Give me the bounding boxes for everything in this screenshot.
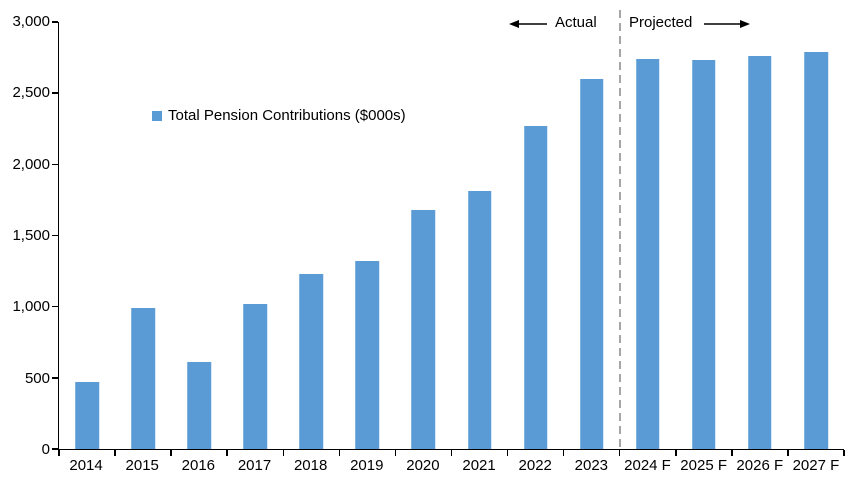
x-tick-label: 2019	[350, 457, 384, 474]
y-tick-label: 3,000	[12, 13, 50, 30]
y-tick-mark	[52, 234, 58, 237]
bar-2016	[187, 362, 211, 449]
x-tick-label: 2027 F	[792, 457, 840, 474]
x-tick-mark	[787, 450, 789, 456]
y-tick-label: 0	[41, 441, 50, 458]
x-tick-mark	[843, 450, 845, 456]
x-tick-label: 2025 F	[680, 457, 727, 474]
x-tick-label: 2018	[293, 457, 328, 474]
x-tick-label: 2023	[574, 457, 609, 474]
legend-swatch-icon	[152, 110, 162, 121]
x-tick-mark	[282, 450, 285, 456]
y-tick-mark	[52, 163, 58, 166]
bar-2022	[523, 125, 548, 449]
x-tick-label: 2022	[518, 457, 552, 474]
x-tick-mark	[226, 450, 228, 456]
x-tick-mark	[58, 450, 60, 456]
arrow-left-icon	[509, 17, 547, 35]
x-axis-labels: 2014 2015 2016 2017 2018 2019 2020 2021 2022 2023…	[58, 457, 844, 477]
bar-2015	[131, 308, 155, 449]
y-tick-mark	[52, 305, 58, 308]
x-tick-mark	[394, 450, 397, 456]
x-tick-mark	[731, 450, 733, 456]
x-tick-mark	[506, 450, 509, 456]
actual-projected-divider-line	[618, 10, 621, 449]
y-tick-label: 2,000	[12, 155, 50, 173]
x-tick-label: 2021	[462, 457, 496, 474]
bar-2027-f	[804, 51, 828, 449]
x-tick-mark	[562, 450, 565, 456]
x-tick-mark	[675, 450, 677, 456]
projected-label: Projected	[629, 14, 693, 31]
y-tick-label: 2,500	[12, 84, 50, 102]
bar-2026-f	[748, 56, 772, 449]
y-axis-labels: 0 500 1,000 1,500 2,000 2,500 3,000	[0, 14, 50, 458]
y-tick-label: 1,500	[12, 227, 50, 244]
bar-2025-f	[692, 60, 716, 449]
actual-label: Actual	[555, 14, 597, 31]
bar-2018	[299, 273, 324, 449]
bar-2019	[355, 261, 380, 449]
x-tick-label: 2017	[237, 457, 272, 474]
x-tick-mark	[338, 450, 341, 456]
bar-2014	[75, 382, 99, 449]
x-tick-mark	[618, 450, 621, 456]
x-tick-label: 2026 F	[736, 457, 784, 474]
x-tick-mark	[114, 450, 116, 456]
plot-area	[52, 10, 845, 456]
x-tick-mark	[170, 450, 172, 456]
bar-2021	[467, 191, 492, 449]
x-tick-label: 2014	[69, 457, 103, 474]
y-tick-label: 1,000	[12, 298, 50, 316]
legend: Total Pension Contributions ($000s)	[152, 107, 406, 124]
x-tick-label: 2020	[406, 457, 440, 474]
y-tick-mark	[52, 448, 58, 450]
bar-2023	[579, 78, 604, 449]
bar-2020	[411, 209, 436, 449]
bar-2024-f	[635, 59, 660, 449]
x-tick-mark	[450, 450, 453, 456]
y-tick-mark	[52, 377, 58, 379]
legend-label: Total Pension Contributions ($000s)	[168, 107, 406, 124]
x-tick-label: 2024 F	[624, 457, 671, 474]
x-tick-label: 2015	[125, 457, 159, 474]
y-tick-mark	[52, 92, 58, 94]
x-tick-label: 2016	[181, 457, 216, 474]
y-tick-label: 500	[24, 369, 50, 387]
y-tick-mark	[52, 21, 58, 23]
bar-2017	[243, 303, 268, 449]
arrow-right-icon	[704, 17, 750, 35]
